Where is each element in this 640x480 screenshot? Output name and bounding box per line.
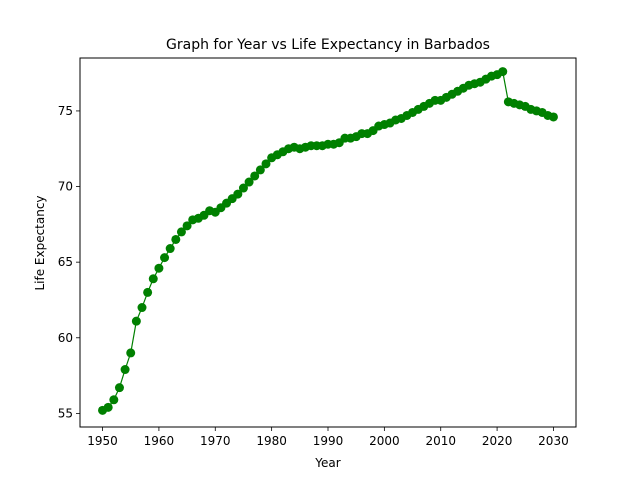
data-point bbox=[103, 402, 113, 412]
data-point bbox=[233, 189, 243, 199]
x-tick-label: 2030 bbox=[538, 434, 569, 448]
data-point bbox=[114, 383, 124, 393]
data-point bbox=[148, 274, 158, 284]
plot-frame bbox=[79, 57, 577, 428]
x-tick-label: 2000 bbox=[369, 434, 400, 448]
data-point bbox=[143, 287, 153, 297]
x-tick-label: 2010 bbox=[425, 434, 456, 448]
data-point bbox=[131, 316, 141, 326]
x-tick-label: 1980 bbox=[256, 434, 287, 448]
data-point bbox=[498, 67, 508, 77]
chart-title: Graph for Year vs Life Expectancy in Bar… bbox=[166, 37, 490, 53]
data-point bbox=[109, 395, 119, 405]
y-tick-label: 55 bbox=[58, 406, 73, 420]
data-point bbox=[120, 365, 130, 375]
data-point bbox=[250, 171, 260, 181]
data-point bbox=[182, 221, 192, 231]
x-tick-label: 1990 bbox=[313, 434, 344, 448]
x-tick-label: 2020 bbox=[482, 434, 513, 448]
y-axis: 55 60 65 70 75 bbox=[58, 104, 80, 420]
x-tick-label: 1950 bbox=[87, 434, 118, 448]
y-tick-label: 65 bbox=[58, 255, 73, 269]
y-tick-label: 70 bbox=[58, 180, 73, 194]
data-point bbox=[165, 244, 175, 254]
data-point bbox=[126, 348, 136, 358]
data-markers bbox=[98, 67, 558, 415]
data-point bbox=[255, 165, 265, 175]
data-point bbox=[244, 177, 254, 187]
y-tick-label: 75 bbox=[58, 104, 73, 118]
x-tick-label: 1960 bbox=[144, 434, 175, 448]
data-point bbox=[160, 253, 170, 263]
data-point bbox=[261, 159, 271, 169]
data-point bbox=[137, 303, 147, 313]
x-tick-label: 1970 bbox=[200, 434, 231, 448]
x-axis-label: Year bbox=[314, 456, 340, 470]
data-point bbox=[548, 112, 558, 122]
data-point bbox=[154, 263, 164, 273]
data-point bbox=[238, 183, 248, 193]
x-axis: 1950 1960 1970 1980 1990 2000 2010 2020 2030 bbox=[87, 427, 569, 448]
series-line bbox=[102, 70, 554, 411]
y-tick-label: 60 bbox=[58, 331, 73, 345]
data-point bbox=[171, 234, 181, 244]
y-axis-label: Life Expectancy bbox=[33, 195, 47, 290]
data-point bbox=[176, 227, 186, 237]
